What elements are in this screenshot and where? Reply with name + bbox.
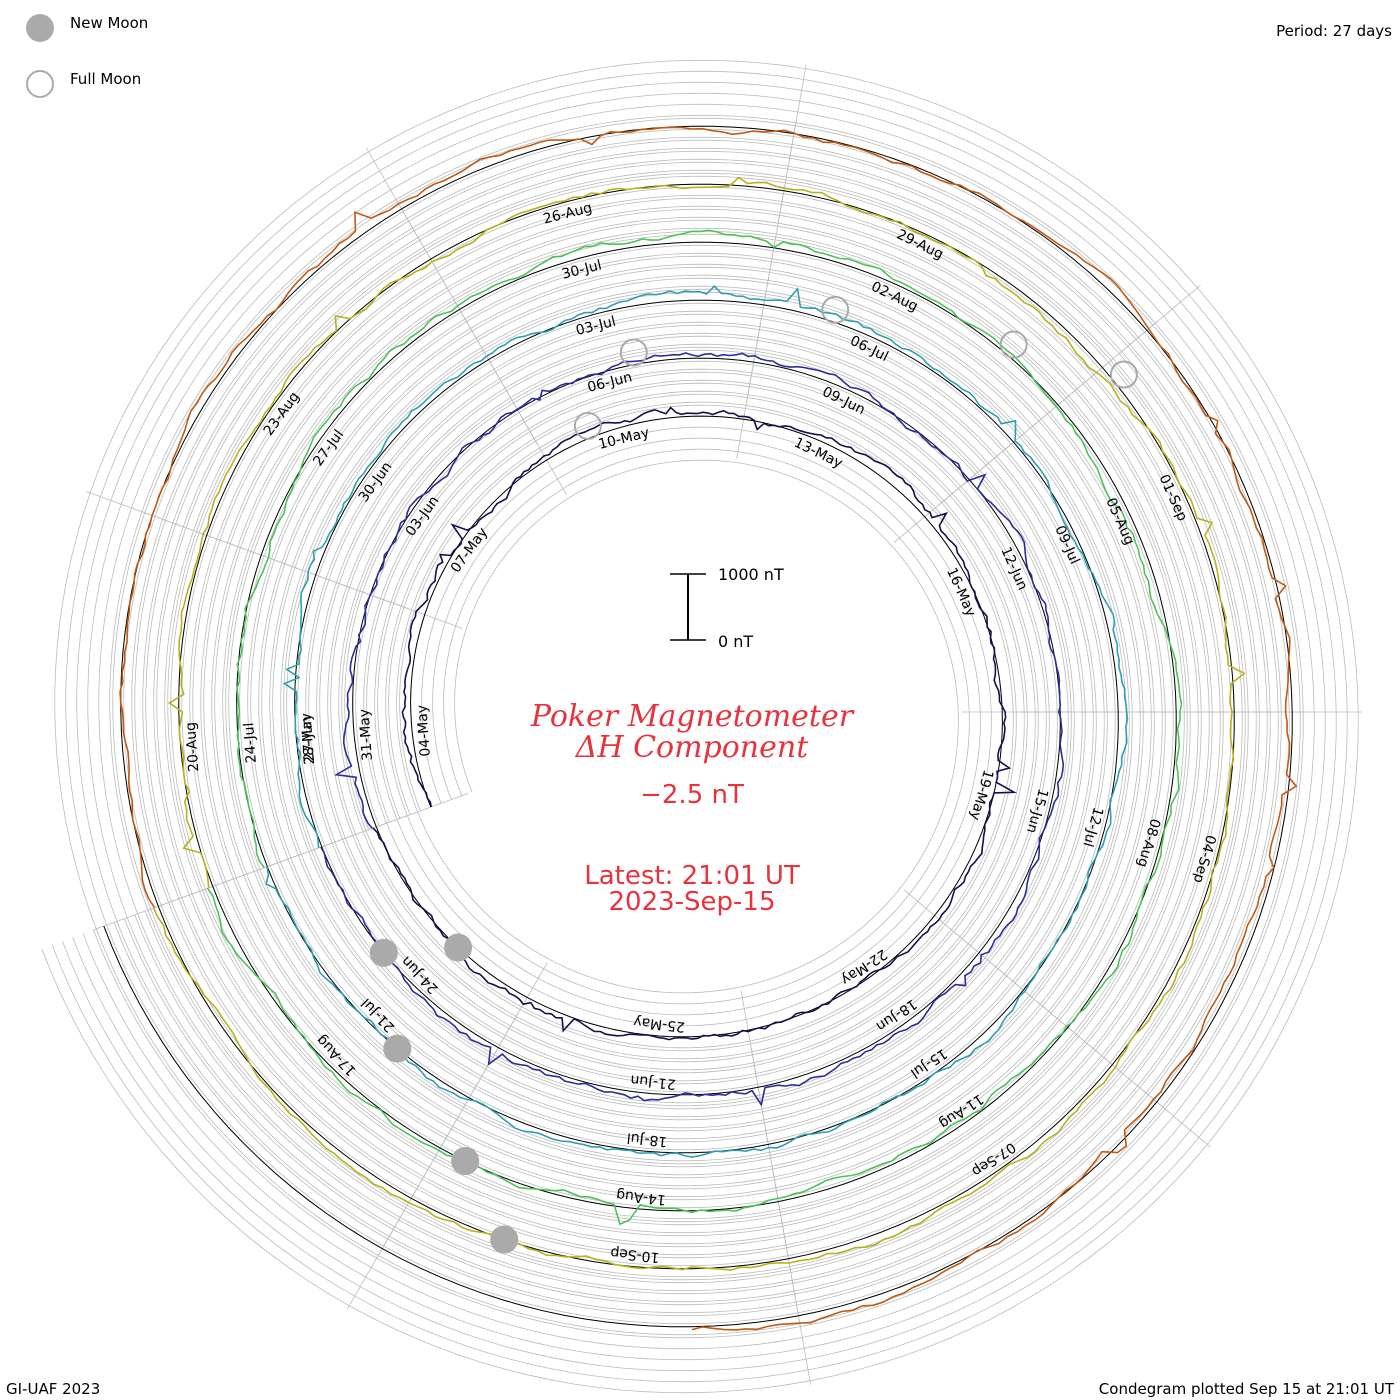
grid-spoke: [1125, 1075, 1211, 1148]
date-label: 30-Jul: [560, 257, 603, 282]
date-label: 20-Aug: [183, 721, 202, 772]
reference-spiral: [103, 125, 1293, 1328]
new-moon-marker: [369, 938, 398, 967]
grid-spoke: [86, 491, 190, 530]
moon-markers: [369, 295, 1138, 1254]
date-label: 14-Aug: [615, 1186, 666, 1207]
date-label: 18-Jul: [626, 1129, 668, 1149]
new-moon-marker: [383, 1034, 412, 1063]
latest-time: Latest: 21:01 UT: [584, 861, 800, 891]
series-line-4: [206, 229, 1183, 1226]
scale-bottom-label: 0 nT: [718, 632, 753, 651]
date-label: 25-May: [633, 1013, 686, 1034]
legend-label: Full Moon: [70, 70, 142, 88]
grid-spoke: [366, 148, 422, 244]
period-label: Period: 27 days: [1276, 22, 1392, 40]
date-label: 10-May: [597, 425, 651, 453]
grid-spoke: [1115, 285, 1201, 357]
series-line-6: [119, 126, 1298, 1331]
data-traces: [119, 126, 1298, 1331]
date-label: 04-May: [414, 704, 434, 757]
full-moon-icon: [26, 70, 54, 98]
new-moon-marker: [444, 933, 473, 962]
full-moon-marker: [573, 411, 602, 440]
date-label: 27-Jun: [299, 716, 318, 763]
scale-top-label: 1000 nT: [718, 565, 784, 584]
date-label: 03-Jul: [574, 314, 617, 339]
new-moon-marker: [490, 1225, 519, 1254]
series-line-3: [265, 285, 1129, 1158]
full-moon-marker: [999, 330, 1028, 359]
grid-spoke: [786, 64, 807, 174]
scale-bar: 1000 nT 0 nT: [670, 565, 784, 651]
full-moon-marker: [1109, 360, 1138, 389]
new-moon-marker: [451, 1147, 480, 1176]
grid-spoke: [92, 892, 196, 931]
reference-spiral-line: [103, 125, 1293, 1328]
latest-date: 2023-Sep-15: [608, 887, 775, 917]
current-value: −2.5 nT: [640, 780, 744, 810]
series-line-1: [372, 406, 1018, 1041]
legend-label: New Moon: [70, 14, 149, 32]
date-label: 10-Sep: [610, 1244, 661, 1265]
date-label: 18-Jun: [873, 995, 920, 1034]
date-label: 21-Jun: [630, 1071, 677, 1092]
series-line-5: [152, 176, 1246, 1271]
series-line-2: [320, 352, 1065, 1107]
date-label: 24-Jul: [241, 722, 260, 764]
center-title: Poker Magnetometer ΔH Component: [530, 699, 855, 765]
date-label: 24-Jun: [398, 953, 441, 997]
full-moon-marker: [619, 338, 648, 367]
date-label: 05-Aug: [1102, 495, 1137, 547]
date-label: 16-May: [943, 565, 979, 619]
credit-label: GI-UAF 2023: [6, 1380, 101, 1398]
date-label: 28-May: [299, 712, 319, 765]
title-line-2: ΔH Component: [575, 730, 809, 765]
full-moon-marker: [821, 295, 850, 324]
grid-spoke: [346, 1213, 403, 1310]
date-label: 31-May: [356, 708, 376, 761]
title-line-1: Poker Magnetometer: [530, 699, 855, 734]
date-label: 01-Sep: [1156, 472, 1191, 524]
grid-spoke: [791, 1276, 812, 1385]
plot-timestamp: Condegram plotted Sep 15 at 21:01 UT: [1098, 1380, 1394, 1398]
new-moon-icon: [26, 14, 54, 42]
